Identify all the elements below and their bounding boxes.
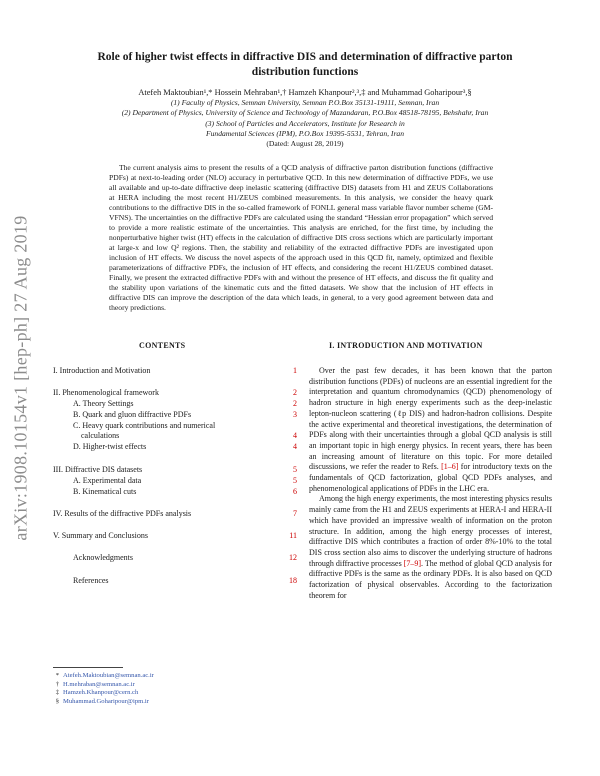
date-line: (Dated: August 28, 2019)	[266, 139, 344, 149]
citation-link[interactable]: [7–9]	[403, 558, 422, 568]
toc-entry[interactable]: II. Phenomenological framework 2	[53, 388, 297, 397]
affiliation-1: (1) Faculty of Physics, Semnan Universit…	[170, 98, 440, 108]
intro-paragraph-1: Over the past few decades, it has been k…	[309, 366, 553, 493]
toc-entry[interactable]: Acknowledgments 12	[73, 553, 297, 562]
intro-paragraph-2: Among the high energy experiments, the m…	[309, 494, 552, 600]
abstract-text: The current analysis aims to present the…	[109, 163, 493, 312]
email-link[interactable]: Muhammad.Goharipour@ipm.ir	[63, 697, 149, 705]
toc-entry[interactable]: D. Higher-twist effects 4	[73, 442, 297, 451]
toc-entry[interactable]: B. Quark and gluon diffractive PDFs 3	[73, 410, 297, 419]
toc-entry[interactable]: calculations 4	[81, 431, 297, 440]
toc-entry[interactable]: A. Experimental data 5	[73, 476, 297, 485]
affiliation-3-cont: Fundamental Sciences (IPM), P.O.Box 1939…	[205, 128, 405, 138]
footnote-rule	[53, 667, 123, 668]
toc-entry[interactable]: I. Introduction and Motivation 1	[53, 366, 297, 375]
toc-entry[interactable]: IV. Results of the diffractive PDFs anal…	[53, 509, 297, 518]
footnote: § Muhammad.Goharipour@ipm.ir	[55, 697, 149, 705]
author-names: Atefeh Maktoubian¹,* Hossein Mehraban¹,†…	[138, 88, 472, 97]
affiliation-2: (2) Department of Physics, University of…	[121, 108, 489, 118]
footnote: * Atefeh.Maktoubian@semnan.ac.ir	[55, 672, 154, 679]
email-link[interactable]: Hamzeh.Khanpour@cern.ch	[63, 689, 139, 697]
email-link[interactable]: Atefeh.Maktoubian@semnan.ac.ir	[63, 672, 154, 679]
abstract: The current analysis aims to present the…	[109, 163, 493, 313]
footnote: ‡ Hamzeh.Khanpour@cern.ch	[55, 689, 139, 697]
toc-entry[interactable]: C. Heavy quark contributions and numeric…	[73, 421, 216, 430]
toc-entry[interactable]: References 18	[73, 576, 297, 585]
affiliation-3: (3) School of Particles and Accelerators…	[205, 118, 405, 128]
toc-entry[interactable]: III. Diffractive DIS datasets 5	[53, 465, 297, 474]
footnotes: * Atefeh.Maktoubian@semnan.ac.ir † H.mehra…	[53, 672, 154, 706]
toc-entry[interactable]: B. Kinematical cuts 6	[73, 487, 297, 496]
author-block: Atefeh Maktoubian¹,* Hossein Mehraban¹,†…	[60, 88, 550, 149]
contents-heading: CONTENTS	[139, 341, 186, 350]
toc-entry[interactable]: V. Summary and Conclusions 11	[53, 531, 297, 540]
intro-body: Over the past few decades, it has been k…	[309, 366, 552, 601]
citation-link[interactable]: [1–6]	[441, 462, 459, 472]
arxiv-stamp: arXiv:1908.10154v1 [hep-ph] 27 Aug 2019	[10, 215, 31, 541]
intro-heading: I. INTRODUCTION AND MOTIVATION	[329, 341, 483, 350]
title-line-1: Role of higher twist effects in diffract…	[97, 51, 513, 63]
toc-entry[interactable]: A. Theory Settings 2	[73, 399, 297, 408]
email-link[interactable]: H.mehraban@semnan.ac.ir	[63, 680, 135, 688]
footnote: † H.mehraban@semnan.ac.ir	[55, 680, 135, 688]
paper-title: Role of higher twist effects in diffract…	[60, 50, 550, 80]
title-line-2: distribution functions	[251, 66, 359, 78]
